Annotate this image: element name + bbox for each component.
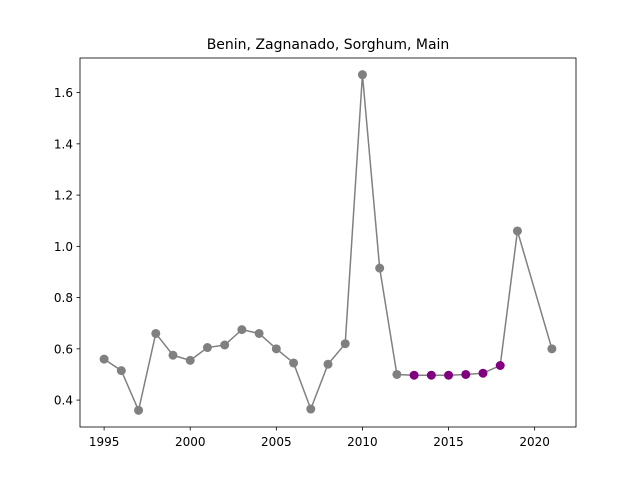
x-axis: 1995 2000 2005 2010 2015 2020 xyxy=(89,427,550,449)
data-point xyxy=(220,340,230,350)
data-markers xyxy=(99,70,557,415)
data-point xyxy=(478,368,488,378)
data-point xyxy=(99,354,109,364)
data-point xyxy=(237,325,247,335)
y-tick-label: 0.4 xyxy=(54,394,73,408)
data-point xyxy=(461,369,471,379)
data-point xyxy=(357,70,367,80)
data-point xyxy=(444,370,454,380)
x-tick-label: 2015 xyxy=(433,435,464,449)
data-point xyxy=(495,361,505,370)
y-tick-label: 1.4 xyxy=(54,137,73,151)
data-point xyxy=(185,355,195,365)
y-tick-label: 1.6 xyxy=(54,86,73,100)
x-tick-label: 2010 xyxy=(347,435,378,449)
y-axis: 0.4 0.6 0.8 1.0 1.2 1.4 1.6 xyxy=(54,86,80,408)
plot-area: 1995 2000 2005 2010 2015 2020 0.4 0.6 0.8 1.0 1.2… xyxy=(54,57,577,449)
chart-title: Benin, Zagnanado, Sorghum, Main xyxy=(207,37,450,53)
y-tick-label: 0.8 xyxy=(54,291,73,305)
data-point xyxy=(426,370,436,380)
data-point xyxy=(202,343,212,353)
x-tick-label: 2005 xyxy=(261,435,292,449)
data-point xyxy=(547,344,557,354)
y-tick-label: 1.0 xyxy=(54,240,73,254)
data-point xyxy=(409,370,419,380)
x-tick-label: 2020 xyxy=(519,435,550,449)
data-point xyxy=(134,405,144,415)
data-point xyxy=(116,366,126,376)
x-tick-label: 2000 xyxy=(175,435,206,449)
y-tick-label: 1.2 xyxy=(54,189,73,203)
data-point xyxy=(323,359,333,369)
data-point xyxy=(512,226,522,236)
data-point xyxy=(289,358,299,368)
data-point xyxy=(375,263,385,273)
x-tick-label: 1995 xyxy=(89,435,120,449)
data-point xyxy=(254,328,264,338)
data-point xyxy=(392,369,402,379)
axes-frame xyxy=(79,57,577,428)
data-point xyxy=(306,404,316,414)
data-point xyxy=(271,344,281,354)
data-point xyxy=(151,328,161,338)
y-tick-label: 0.6 xyxy=(54,342,73,356)
data-point xyxy=(340,339,350,349)
data-point xyxy=(168,350,178,360)
